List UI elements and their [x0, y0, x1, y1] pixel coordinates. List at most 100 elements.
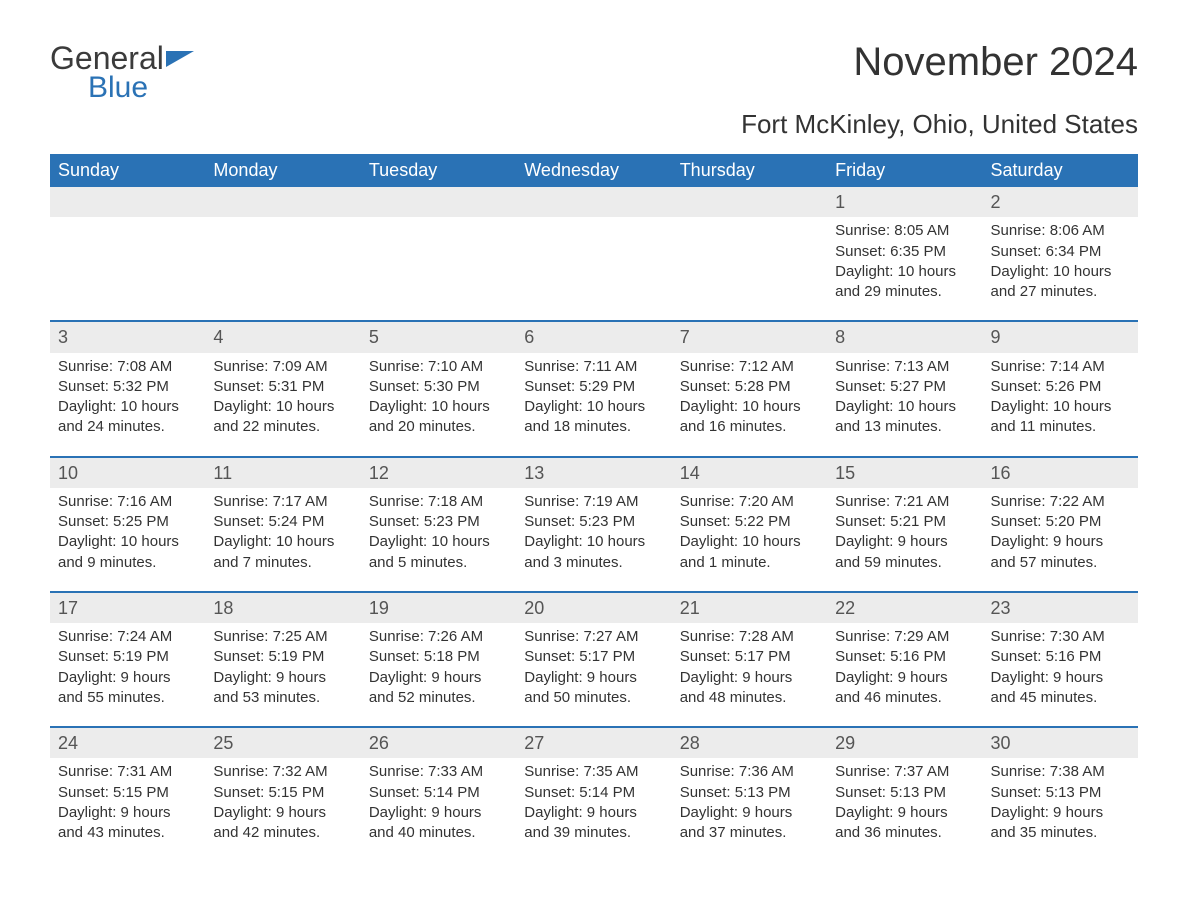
day-detail: Sunrise: 7:24 AMSunset: 5:19 PMDaylight:… — [50, 623, 205, 726]
sunrise-line: Sunrise: 7:16 AM — [58, 492, 197, 512]
day-detail: Sunrise: 7:09 AMSunset: 5:31 PMDaylight:… — [205, 353, 360, 456]
sunset-line: Sunset: 5:26 PM — [991, 377, 1130, 397]
day-detail: Sunrise: 7:20 AMSunset: 5:22 PMDaylight:… — [672, 488, 827, 591]
day-detail-empty — [50, 217, 205, 320]
day-detail-empty — [516, 217, 671, 320]
day-detail: Sunrise: 7:30 AMSunset: 5:16 PMDaylight:… — [983, 623, 1138, 726]
sunrise-line: Sunrise: 8:05 AM — [835, 221, 974, 241]
day-detail: Sunrise: 7:12 AMSunset: 5:28 PMDaylight:… — [672, 353, 827, 456]
day-detail: Sunrise: 7:18 AMSunset: 5:23 PMDaylight:… — [361, 488, 516, 591]
daylight-line: Daylight: 9 hours and 52 minutes. — [369, 668, 508, 709]
day-detail-empty — [361, 217, 516, 320]
day-detail: Sunrise: 7:08 AMSunset: 5:32 PMDaylight:… — [50, 353, 205, 456]
sunset-line: Sunset: 5:21 PM — [835, 512, 974, 532]
day-number: 30 — [983, 728, 1138, 758]
day-number: 2 — [983, 187, 1138, 217]
sunrise-line: Sunrise: 7:29 AM — [835, 627, 974, 647]
daylight-line: Daylight: 9 hours and 55 minutes. — [58, 668, 197, 709]
sunset-line: Sunset: 5:29 PM — [524, 377, 663, 397]
day-number-empty — [205, 187, 360, 217]
sunset-line: Sunset: 5:19 PM — [213, 647, 352, 667]
day-number-row: 12 — [50, 187, 1138, 217]
sunrise-line: Sunrise: 7:09 AM — [213, 357, 352, 377]
day-number: 23 — [983, 593, 1138, 623]
daylight-line: Daylight: 10 hours and 20 minutes. — [369, 397, 508, 438]
daylight-line: Daylight: 10 hours and 16 minutes. — [680, 397, 819, 438]
weekday-header: Saturday — [983, 154, 1138, 187]
sunset-line: Sunset: 5:13 PM — [991, 783, 1130, 803]
day-number: 22 — [827, 593, 982, 623]
weekday-header: Tuesday — [361, 154, 516, 187]
sunset-line: Sunset: 5:25 PM — [58, 512, 197, 532]
sunset-line: Sunset: 5:27 PM — [835, 377, 974, 397]
day-number-row: 24252627282930 — [50, 728, 1138, 758]
day-number: 11 — [205, 458, 360, 488]
sunrise-line: Sunrise: 7:33 AM — [369, 762, 508, 782]
day-number: 13 — [516, 458, 671, 488]
flag-icon — [166, 40, 194, 77]
weekday-header: Wednesday — [516, 154, 671, 187]
sunset-line: Sunset: 5:14 PM — [524, 783, 663, 803]
daylight-line: Daylight: 10 hours and 3 minutes. — [524, 532, 663, 573]
daylight-line: Daylight: 9 hours and 57 minutes. — [991, 532, 1130, 573]
sunrise-line: Sunrise: 7:20 AM — [680, 492, 819, 512]
day-detail: Sunrise: 7:13 AMSunset: 5:27 PMDaylight:… — [827, 353, 982, 456]
daylight-line: Daylight: 9 hours and 45 minutes. — [991, 668, 1130, 709]
weekday-header: Sunday — [50, 154, 205, 187]
sunset-line: Sunset: 5:23 PM — [524, 512, 663, 532]
day-number: 5 — [361, 322, 516, 352]
sunrise-line: Sunrise: 7:32 AM — [213, 762, 352, 782]
daylight-line: Daylight: 9 hours and 46 minutes. — [835, 668, 974, 709]
daylight-line: Daylight: 9 hours and 39 minutes. — [524, 803, 663, 844]
day-number: 25 — [205, 728, 360, 758]
sunset-line: Sunset: 6:34 PM — [991, 242, 1130, 262]
daylight-line: Daylight: 10 hours and 22 minutes. — [213, 397, 352, 438]
sunset-line: Sunset: 5:13 PM — [680, 783, 819, 803]
day-number-row: 3456789 — [50, 322, 1138, 352]
day-number-empty — [361, 187, 516, 217]
sunset-line: Sunset: 5:28 PM — [680, 377, 819, 397]
day-number: 26 — [361, 728, 516, 758]
sunrise-line: Sunrise: 7:17 AM — [213, 492, 352, 512]
day-detail: Sunrise: 8:05 AMSunset: 6:35 PMDaylight:… — [827, 217, 982, 320]
day-number: 16 — [983, 458, 1138, 488]
sunset-line: Sunset: 5:17 PM — [524, 647, 663, 667]
day-detail: Sunrise: 7:22 AMSunset: 5:20 PMDaylight:… — [983, 488, 1138, 591]
day-detail: Sunrise: 8:06 AMSunset: 6:34 PMDaylight:… — [983, 217, 1138, 320]
day-number: 12 — [361, 458, 516, 488]
daylight-line: Daylight: 9 hours and 48 minutes. — [680, 668, 819, 709]
day-detail: Sunrise: 7:16 AMSunset: 5:25 PMDaylight:… — [50, 488, 205, 591]
day-number: 14 — [672, 458, 827, 488]
daylight-line: Daylight: 10 hours and 27 minutes. — [991, 262, 1130, 303]
sunset-line: Sunset: 5:19 PM — [58, 647, 197, 667]
day-number: 4 — [205, 322, 360, 352]
day-number: 15 — [827, 458, 982, 488]
day-detail: Sunrise: 7:25 AMSunset: 5:19 PMDaylight:… — [205, 623, 360, 726]
header: General Blue November 2024 — [50, 40, 1138, 105]
day-number: 28 — [672, 728, 827, 758]
sunset-line: Sunset: 5:20 PM — [991, 512, 1130, 532]
sunrise-line: Sunrise: 7:18 AM — [369, 492, 508, 512]
sunset-line: Sunset: 5:18 PM — [369, 647, 508, 667]
day-detail-empty — [205, 217, 360, 320]
weekday-header: Monday — [205, 154, 360, 187]
day-number: 29 — [827, 728, 982, 758]
sunrise-line: Sunrise: 7:28 AM — [680, 627, 819, 647]
sunrise-line: Sunrise: 7:30 AM — [991, 627, 1130, 647]
day-detail-row: Sunrise: 8:05 AMSunset: 6:35 PMDaylight:… — [50, 217, 1138, 320]
sunrise-line: Sunrise: 7:24 AM — [58, 627, 197, 647]
sunrise-line: Sunrise: 7:35 AM — [524, 762, 663, 782]
sunset-line: Sunset: 5:13 PM — [835, 783, 974, 803]
day-number: 10 — [50, 458, 205, 488]
daylight-line: Daylight: 10 hours and 29 minutes. — [835, 262, 974, 303]
day-number: 3 — [50, 322, 205, 352]
sunrise-line: Sunrise: 7:27 AM — [524, 627, 663, 647]
sunrise-line: Sunrise: 7:10 AM — [369, 357, 508, 377]
weekday-header: Thursday — [672, 154, 827, 187]
day-number: 18 — [205, 593, 360, 623]
daylight-line: Daylight: 10 hours and 7 minutes. — [213, 532, 352, 573]
day-number: 27 — [516, 728, 671, 758]
day-number: 1 — [827, 187, 982, 217]
day-detail-row: Sunrise: 7:24 AMSunset: 5:19 PMDaylight:… — [50, 623, 1138, 726]
day-number: 6 — [516, 322, 671, 352]
